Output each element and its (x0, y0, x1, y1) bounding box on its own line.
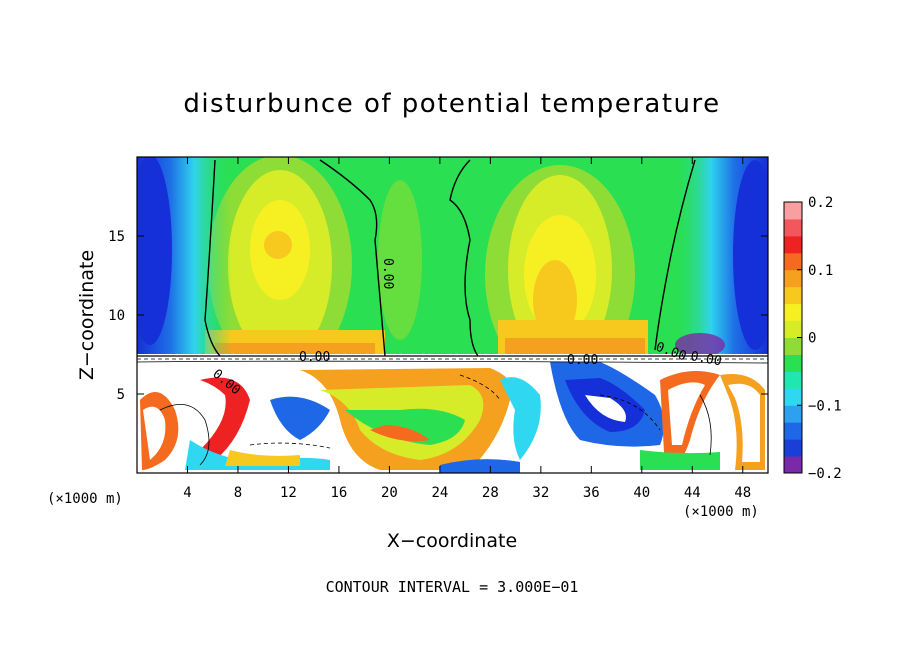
x-tick-label: 40 (633, 485, 650, 501)
x-tick-label: 32 (532, 485, 549, 501)
z-tick-label: 10 (108, 308, 125, 324)
colorbar-tick-label: −0.1 (808, 398, 842, 414)
x-tick-label: 48 (734, 485, 751, 501)
z-tick-label: 15 (108, 229, 125, 245)
x-axis-ticks: 4 8 12 16 20 24 28 32 36 40 44 48 (183, 157, 751, 501)
x-tick-label: 12 (280, 485, 297, 501)
colorbar-swatch (784, 337, 802, 355)
x-tick-label: 36 (583, 485, 600, 501)
x-tick-label: 44 (684, 485, 701, 501)
heatmap-field (137, 157, 768, 473)
colorbar-swatch (784, 320, 802, 338)
colorbar-swatch (784, 235, 802, 254)
colorbar-swatch (784, 252, 802, 271)
colorbar-swatch (784, 388, 802, 406)
colorbar: 0.2 0.1 0 −0.1 −0.2 (783, 195, 842, 482)
colorbar-swatch (784, 202, 802, 220)
chart-title: disturbunce of potential temperature (183, 89, 720, 119)
colorbar-swatch (784, 456, 802, 474)
colorbar-swatch (784, 422, 802, 440)
colorbar-swatch (784, 354, 802, 372)
colorbar-swatch (784, 405, 802, 423)
x-tick-label: 20 (381, 485, 398, 501)
colorbar-swatch (784, 439, 802, 457)
colorbar-swatch (784, 269, 802, 288)
colorbar-tick-label: 0 (808, 331, 816, 347)
z-tick-label: 5 (117, 387, 125, 403)
colorbar-swatch (784, 371, 802, 389)
x-tick-label: 28 (482, 485, 499, 501)
x-tick-label: 8 (234, 485, 242, 501)
colorbar-swatch (784, 286, 802, 305)
x-axis-title: X−coordinate (387, 530, 517, 552)
x-tick-label: 16 (330, 485, 347, 501)
colorbar-tick-label: 0.1 (808, 263, 833, 279)
z-axis-title: Z−coordinate (76, 250, 98, 380)
contour-label: 0.00 (689, 349, 722, 369)
contour-label: 0.00 (380, 258, 395, 289)
colorbar-swatch (784, 303, 802, 322)
contour-interval-label: CONTOUR INTERVAL = 3.000E−01 (326, 578, 579, 596)
contour-label: 0.00 (299, 350, 330, 365)
colorbar-tick-label: 0.2 (808, 195, 833, 211)
contour-label: 0.00 (567, 353, 598, 368)
x-tick-label: 24 (431, 485, 448, 501)
colorbar-tick-label: −0.2 (808, 466, 842, 482)
colorbar-swatch (784, 218, 802, 237)
z-unit-label: (×1000 m) (47, 491, 123, 507)
x-unit-label: (×1000 m) (683, 504, 759, 520)
z-axis-ticks: 5 10 15 (108, 229, 768, 403)
x-tick-label: 4 (183, 485, 191, 501)
